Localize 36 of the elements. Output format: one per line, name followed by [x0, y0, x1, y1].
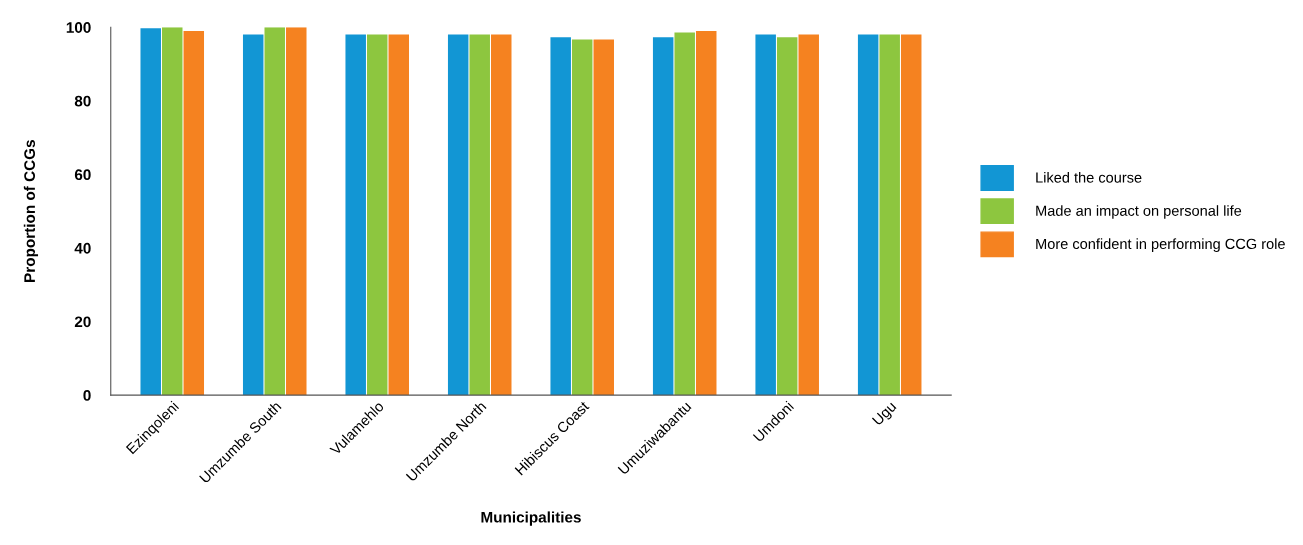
y-tick-label: 80	[74, 95, 91, 107]
bar	[366, 34, 388, 396]
bar	[900, 34, 922, 396]
bar	[286, 27, 307, 396]
legend-label: Made an impact on personal life	[1036, 205, 1242, 219]
bar	[264, 27, 285, 396]
bar	[183, 30, 205, 396]
bar	[469, 34, 490, 396]
bar	[652, 37, 674, 396]
y-axis-title: Proportion of CCGs	[23, 140, 39, 282]
y-tick-label: 40	[74, 242, 91, 254]
y-tick-label: 100	[66, 22, 91, 33]
x-axis-title: Municipalities	[481, 511, 581, 526]
y-tick-label: 60	[74, 169, 91, 181]
bar	[491, 34, 512, 396]
legend-label: Liked the course	[1036, 172, 1142, 183]
bar	[755, 34, 776, 396]
bar	[674, 32, 695, 396]
legend-label: More confident in performing CCG role	[1036, 238, 1285, 252]
bar	[345, 34, 366, 396]
y-tick-label: 20	[74, 316, 91, 328]
bar	[571, 39, 593, 396]
bar	[857, 34, 879, 396]
bar	[242, 34, 264, 396]
bar	[447, 34, 469, 396]
bar	[162, 27, 183, 396]
bar	[388, 34, 410, 396]
bar	[776, 37, 798, 396]
bar	[593, 39, 614, 396]
bar	[798, 34, 819, 396]
bar	[695, 30, 717, 396]
bar	[140, 28, 161, 396]
bar	[879, 34, 900, 396]
bar	[550, 37, 571, 396]
y-tick-label: 0	[83, 389, 91, 401]
x-tick-label: Ugu	[871, 401, 899, 428]
